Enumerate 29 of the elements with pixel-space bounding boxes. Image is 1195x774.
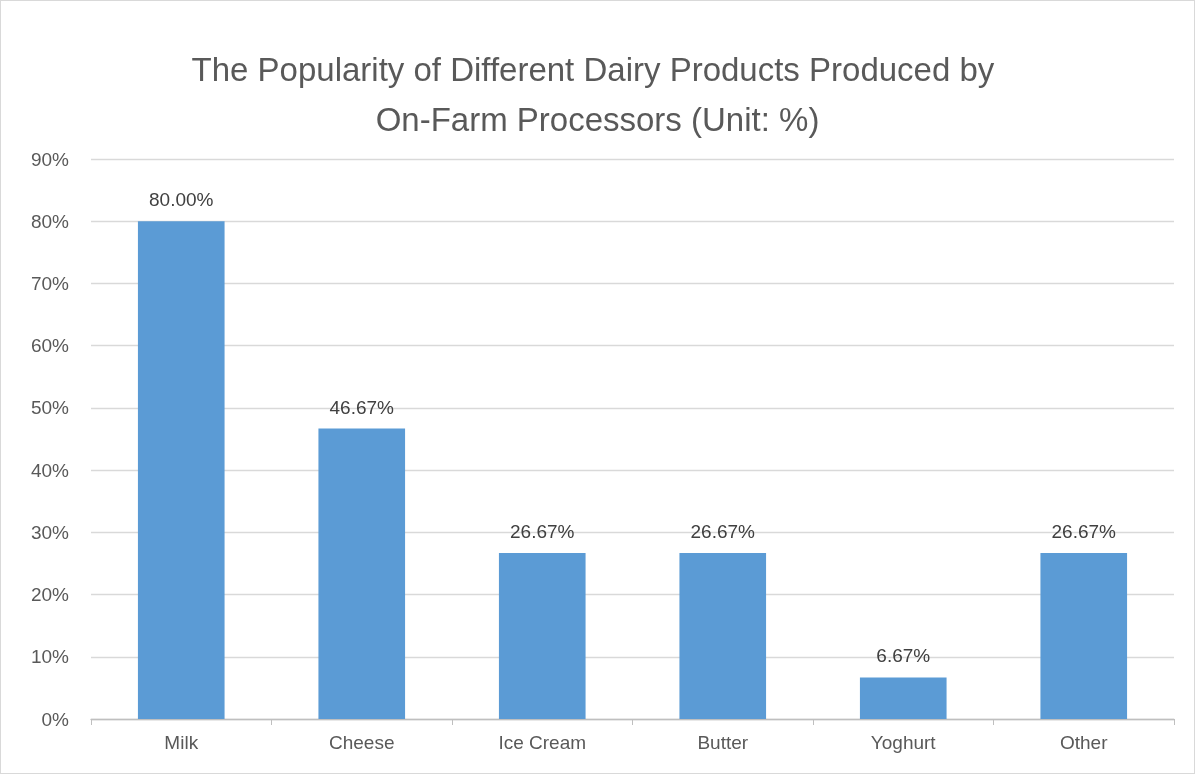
x-tick-label: Other [1059,732,1109,753]
bar [679,553,767,719]
y-tick-label: 90% [30,148,70,170]
data-label: 46.67% [329,396,395,418]
data-label: 6.67% [876,645,931,667]
y-tick-label: 80% [30,210,70,232]
x-tick-label: Yoghurt [870,732,937,753]
x-tick-label: Butter [697,732,749,753]
bar [1040,553,1128,719]
bar [318,428,406,719]
x-tick-label: Cheese [329,732,395,753]
y-tick-label: 40% [30,459,70,481]
data-label: 80.00% [149,189,214,211]
chart-title: The Popularity of Different Dairy Products Produced by On-Farm Processors (Unit: %) [191,50,1004,138]
x-tick-label: Ice Cream [498,732,587,753]
bar [137,221,225,719]
data-label: 26.67% [1051,521,1117,543]
bar [498,553,586,719]
x-tick-label: Milk [164,732,199,753]
y-tick-label: 10% [30,646,70,668]
y-tick-label: 60% [30,335,70,357]
data-label: 26.67% [690,521,756,543]
data-label: 26.67% [510,521,575,543]
y-tick-label: 20% [30,584,70,606]
bar [859,677,947,719]
y-tick-label: 30% [30,521,70,543]
y-tick-label: 70% [30,272,70,294]
y-tick-label: 50% [30,397,70,419]
y-tick-label: 0% [41,708,70,730]
